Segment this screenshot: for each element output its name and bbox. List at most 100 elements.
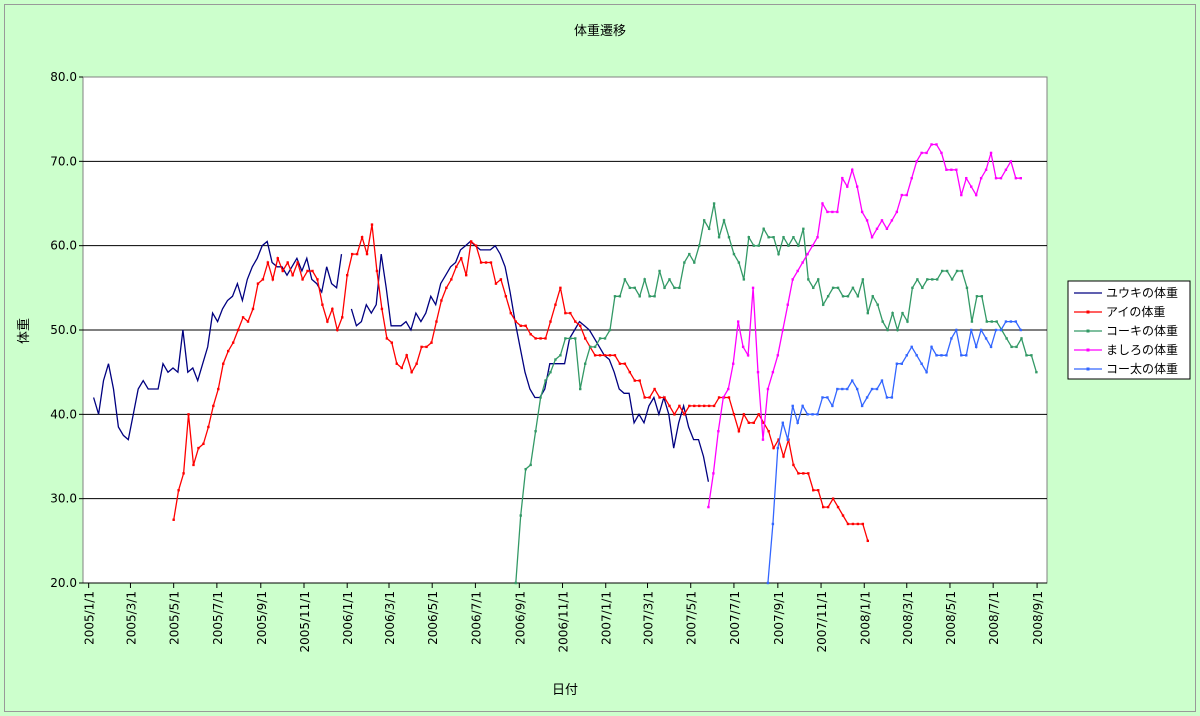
- x-tick-label: 2008/1/1: [858, 591, 872, 645]
- data-point: [935, 354, 938, 357]
- data-point: [915, 160, 918, 163]
- legend-label: コー太の体重: [1106, 361, 1178, 376]
- data-point: [202, 442, 205, 446]
- data-point: [905, 354, 908, 357]
- data-point: [782, 236, 785, 239]
- data-point: [405, 354, 408, 357]
- data-point: [722, 219, 726, 222]
- data-point: [945, 269, 949, 273]
- data-point: [722, 396, 725, 399]
- data-point: [855, 387, 859, 391]
- data-point: [574, 337, 577, 340]
- data-point: [286, 261, 289, 264]
- data-point: [767, 236, 770, 239]
- data-point: [816, 413, 819, 416]
- data-point: [974, 345, 978, 349]
- data-point: [876, 303, 879, 306]
- data-point: [628, 370, 632, 374]
- data-point: [916, 278, 919, 281]
- data-point: [707, 404, 711, 408]
- data-point: [643, 396, 646, 399]
- data-point: [549, 370, 552, 374]
- data-point: [217, 387, 220, 391]
- data-point: [231, 341, 235, 344]
- y-tick-label: 80.0: [50, 70, 77, 84]
- data-point: [985, 320, 988, 323]
- x-tick-label: 2007/11/1: [815, 591, 829, 653]
- data-point: [638, 295, 641, 298]
- data-point: [821, 505, 825, 509]
- data-point: [910, 177, 913, 180]
- data-point: [871, 295, 874, 298]
- data-point: [321, 303, 324, 306]
- data-point: [236, 328, 240, 332]
- data-point: [544, 379, 547, 382]
- data-point: [266, 261, 270, 264]
- data-point: [792, 236, 795, 239]
- data-point: [792, 463, 795, 467]
- data-point: [673, 413, 676, 416]
- data-point: [1035, 370, 1038, 374]
- data-point: [360, 236, 364, 239]
- data-point: [911, 286, 914, 290]
- data-point: [574, 320, 577, 323]
- data-point: [603, 337, 607, 340]
- data-point: [926, 278, 929, 281]
- data-point: [702, 219, 706, 222]
- data-point: [608, 354, 612, 357]
- data-point: [841, 387, 844, 391]
- data-point: [564, 311, 567, 315]
- x-tick-label: 2008/9/1: [1031, 591, 1045, 645]
- x-axis-title: 日付: [552, 683, 578, 698]
- data-point: [802, 472, 805, 475]
- data-point: [450, 278, 453, 281]
- data-point: [970, 328, 973, 332]
- data-point: [979, 328, 983, 332]
- data-point: [579, 324, 582, 327]
- data-point: [757, 244, 760, 247]
- data-point: [648, 396, 651, 399]
- x-tick-label: 2006/5/1: [426, 591, 440, 645]
- data-point: [474, 244, 478, 247]
- data-point: [712, 472, 715, 475]
- data-point: [860, 210, 864, 214]
- data-point: [856, 295, 860, 298]
- data-point: [841, 177, 844, 180]
- data-point: [870, 387, 874, 391]
- data-point: [469, 240, 473, 243]
- data-point: [890, 219, 894, 222]
- data-point: [766, 387, 770, 391]
- data-point: [712, 202, 716, 205]
- x-tick-label: 2005/1/1: [83, 591, 97, 645]
- data-point: [717, 396, 721, 399]
- data-point: [331, 307, 334, 311]
- data-point: [187, 413, 190, 416]
- data-point: [906, 320, 909, 323]
- data-point: [484, 261, 488, 264]
- x-tick-label: 2006/9/1: [513, 591, 527, 645]
- data-point: [955, 168, 958, 171]
- data-point: [781, 421, 785, 424]
- data-point: [826, 505, 830, 509]
- data-point: [737, 261, 741, 264]
- data-point: [717, 236, 721, 239]
- data-point: [980, 295, 984, 298]
- data-point: [861, 278, 865, 281]
- data-point: [494, 282, 498, 285]
- data-point: [866, 311, 869, 315]
- data-point: [261, 278, 265, 281]
- data-point: [375, 269, 379, 273]
- data-point: [895, 210, 899, 214]
- data-point: [806, 252, 809, 256]
- x-tick-label: 2007/5/1: [685, 591, 699, 645]
- data-point: [559, 354, 562, 357]
- data-point: [746, 354, 750, 357]
- data-point: [975, 295, 979, 298]
- data-point: [931, 278, 934, 281]
- data-point: [420, 345, 423, 349]
- data-point: [990, 320, 993, 323]
- data-point: [811, 413, 814, 416]
- data-point: [1009, 320, 1013, 323]
- x-tick-label: 2007/1/1: [600, 591, 614, 645]
- data-point: [786, 438, 789, 441]
